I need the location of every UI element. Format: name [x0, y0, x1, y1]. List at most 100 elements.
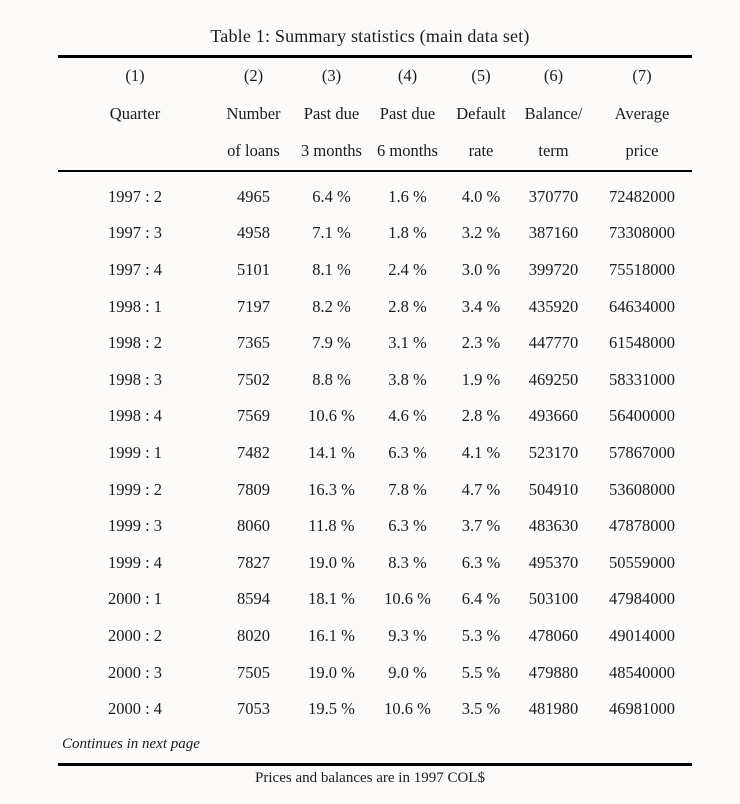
column-header: of loans	[212, 132, 295, 172]
table-cell: 8020	[237, 625, 270, 645]
table-cell: 2000 : 2	[107, 625, 163, 645]
table-cell: 435920	[528, 296, 579, 316]
table-cell: 1.6 %	[388, 186, 427, 206]
table-cell: 387160	[528, 223, 579, 243]
table-cell: 56400000	[609, 406, 675, 426]
table-cell: 7.1 %	[312, 223, 351, 243]
table-cell: 73308000	[609, 223, 675, 243]
table-cell: 2.3 %	[461, 333, 501, 353]
column-number: (6)	[543, 66, 564, 86]
table-cell: 3.5 %	[461, 699, 501, 719]
table-cell: 5.5 %	[461, 662, 501, 682]
column-number-row: (1) (2) (3) (4) (5) (6) (7)	[58, 57, 692, 95]
table-cell: 47984000	[609, 589, 675, 609]
table-cell: 3.4 %	[461, 296, 501, 316]
table-cell: 2000 : 4	[107, 699, 163, 719]
table-cell: 16.3 %	[308, 479, 355, 499]
column-header-row-1: Quarter Number Past due Past due Default…	[58, 95, 692, 133]
table-cell: 495370	[528, 552, 579, 572]
table-cell: 6.3 %	[461, 552, 501, 572]
table-cell: 61548000	[609, 333, 675, 353]
bottom-rule	[58, 763, 692, 766]
table-cell: 18.1 %	[308, 589, 355, 609]
table-title: Table 1: Summary statistics (main data s…	[210, 26, 530, 46]
column-number: (4)	[397, 66, 418, 86]
table-cell: 478060	[528, 625, 579, 645]
table-row: 1999 : 3 8060 11.8 % 6.3 % 3.7 % 483630 478780…	[58, 508, 692, 545]
table-cell: 11.8 %	[308, 516, 355, 536]
table-cell: 7505	[237, 662, 270, 682]
table-cell: 7482	[237, 442, 270, 462]
table-cell: 7569	[237, 406, 270, 426]
table-cell: 57867000	[609, 442, 675, 462]
table-cell: 4965	[237, 186, 270, 206]
table-row: 1997 : 2 4965 6.4 % 1.6 % 4.0 % 370770 7248200…	[58, 179, 692, 216]
column-header: Balance/	[524, 103, 583, 123]
table-row: 2000 : 1 8594 18.1 % 10.6 % 6.4 % 503100 47984…	[58, 581, 692, 618]
column-header: rate	[447, 132, 515, 172]
table-row: 1997 : 4 5101 8.1 % 2.4 % 3.0 % 399720 7551800…	[58, 252, 692, 289]
column-number: (7)	[632, 66, 652, 86]
table-cell: 7053	[237, 699, 270, 719]
table-cell: 1.9 %	[461, 369, 501, 389]
table-body: 1997 : 2 4965 6.4 % 1.6 % 4.0 % 370770 7248200…	[58, 171, 692, 728]
table-cell: 4.7 %	[461, 479, 501, 499]
table-cell: 3.0 %	[461, 259, 501, 279]
table-row: 2000 : 4 7053 19.5 % 10.6 % 3.5 % 481980 46981…	[58, 691, 692, 728]
table-cell: 3.8 %	[388, 369, 427, 389]
column-number: (2)	[243, 66, 264, 86]
table-cell: 7365	[237, 333, 270, 353]
table-cell: 6.3 %	[388, 516, 427, 536]
table-cell: 48540000	[609, 662, 675, 682]
table-row: 1999 : 4 7827 19.0 % 8.3 % 6.3 % 495370 505590…	[58, 544, 692, 581]
column-header: Quarter	[109, 103, 161, 123]
table-cell: 47878000	[609, 516, 675, 536]
table-cell: 1997 : 4	[107, 259, 163, 279]
table-cell: 483630	[528, 516, 579, 536]
table-cell: 1997 : 3	[107, 223, 163, 243]
table-cell: 50559000	[609, 552, 675, 572]
column-header-row-2: of loans 3 months 6 months rate term pri…	[58, 132, 692, 172]
table-cell: 19.0 %	[308, 552, 355, 572]
column-number: (1)	[125, 66, 145, 86]
table-cell: 3.7 %	[461, 516, 501, 536]
table-cell: 64634000	[609, 296, 675, 316]
table-cell: 469250	[528, 369, 579, 389]
table-cell: 14.1 %	[308, 442, 355, 462]
table-cell: 1998 : 3	[107, 369, 163, 389]
table-cell: 8.3 %	[388, 552, 427, 572]
table-row: 1999 : 2 7809 16.3 % 7.8 % 4.7 % 504910 536080…	[58, 471, 692, 508]
table-cell: 1998 : 2	[107, 333, 163, 353]
table-cell: 8.1 %	[312, 259, 351, 279]
table-cell: 523170	[528, 442, 579, 462]
table-cell: 8594	[237, 589, 270, 609]
continuation-note: Continues in next page	[62, 736, 200, 752]
table-cell: 4.0 %	[461, 186, 501, 206]
table-cell: 2000 : 1	[107, 589, 163, 609]
column-number: (5)	[471, 66, 491, 86]
column-header: Past due	[303, 103, 360, 123]
table-cell: 8.2 %	[312, 296, 351, 316]
table-cell: 1999 : 4	[107, 552, 163, 572]
table-cell: 7502	[237, 369, 270, 389]
column-header: 6 months	[368, 132, 447, 172]
table-cell: 2.8 %	[461, 406, 501, 426]
table-cell: 46981000	[609, 699, 675, 719]
table-row: 1999 : 1 7482 14.1 % 6.3 % 4.1 % 523170 578670…	[58, 435, 692, 472]
column-header: term	[515, 132, 592, 172]
column-header: Past due	[379, 103, 436, 123]
table-row: 1998 : 2 7365 7.9 % 3.1 % 2.3 % 447770 6154800…	[58, 325, 692, 362]
table-cell: 5.3 %	[461, 625, 501, 645]
table-cell: 503100	[528, 589, 579, 609]
table-cell: 504910	[528, 479, 579, 499]
table-cell: 19.5 %	[308, 699, 355, 719]
table-cell: 1.8 %	[388, 223, 427, 243]
table-cell: 10.6 %	[308, 406, 355, 426]
table-cell: 2.8 %	[388, 296, 427, 316]
table-cell: 10.6 %	[384, 699, 431, 719]
table-cell: 4.6 %	[388, 406, 427, 426]
table-cell: 72482000	[609, 186, 675, 206]
table-cell: 1998 : 1	[107, 296, 163, 316]
table-cell: 1998 : 4	[107, 406, 163, 426]
table-cell: 8.8 %	[312, 369, 351, 389]
